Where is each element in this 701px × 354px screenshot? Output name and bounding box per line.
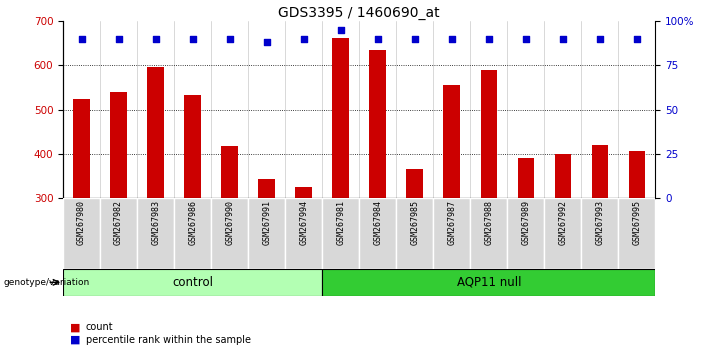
Point xyxy=(483,36,494,42)
Point xyxy=(335,27,346,33)
Bar xyxy=(63,198,100,269)
Bar xyxy=(222,146,238,198)
Point xyxy=(594,36,606,42)
Point xyxy=(632,36,643,42)
Bar xyxy=(396,198,433,269)
Point xyxy=(372,36,383,42)
Point xyxy=(150,36,161,42)
Point xyxy=(113,36,124,42)
Text: ■: ■ xyxy=(70,335,81,345)
Text: GSM267992: GSM267992 xyxy=(559,200,567,245)
Text: GSM267991: GSM267991 xyxy=(262,200,271,245)
Bar xyxy=(174,198,211,269)
Point xyxy=(557,36,569,42)
Bar xyxy=(137,198,174,269)
Text: GSM267982: GSM267982 xyxy=(114,200,123,245)
Bar xyxy=(618,198,655,269)
Bar xyxy=(480,70,497,198)
Text: control: control xyxy=(172,276,213,289)
Bar xyxy=(554,154,571,198)
Text: GSM267989: GSM267989 xyxy=(522,200,531,245)
Text: GSM267994: GSM267994 xyxy=(299,200,308,245)
Bar xyxy=(369,50,386,198)
Bar xyxy=(360,198,396,269)
Bar xyxy=(545,198,581,269)
Bar xyxy=(629,151,645,198)
Bar xyxy=(74,99,90,198)
Text: GSM267981: GSM267981 xyxy=(336,200,346,245)
Point xyxy=(187,36,198,42)
Text: GSM267984: GSM267984 xyxy=(373,200,382,245)
Text: GSM267988: GSM267988 xyxy=(484,200,494,245)
Text: AQP11 null: AQP11 null xyxy=(456,276,521,289)
Bar xyxy=(184,95,201,198)
Bar xyxy=(147,67,164,198)
Text: GSM267986: GSM267986 xyxy=(188,200,197,245)
Bar xyxy=(581,198,618,269)
Bar xyxy=(407,170,423,198)
Bar xyxy=(517,159,534,198)
Text: GSM267985: GSM267985 xyxy=(410,200,419,245)
Text: GSM267983: GSM267983 xyxy=(151,200,160,245)
Bar xyxy=(508,198,545,269)
Text: ■: ■ xyxy=(70,322,81,332)
Text: GSM267990: GSM267990 xyxy=(225,200,234,245)
Bar xyxy=(322,198,360,269)
Point xyxy=(447,36,458,42)
Title: GDS3395 / 1460690_at: GDS3395 / 1460690_at xyxy=(278,6,440,20)
Bar xyxy=(592,145,608,198)
Bar xyxy=(433,198,470,269)
Text: GSM267993: GSM267993 xyxy=(595,200,604,245)
Text: GSM267995: GSM267995 xyxy=(632,200,641,245)
Bar xyxy=(285,198,322,269)
Point xyxy=(298,36,309,42)
Bar xyxy=(259,179,275,198)
Text: GSM267987: GSM267987 xyxy=(447,200,456,245)
Bar xyxy=(444,85,460,198)
Point xyxy=(520,36,531,42)
Bar xyxy=(63,269,322,296)
Point xyxy=(76,36,87,42)
Point xyxy=(261,40,272,45)
Bar xyxy=(322,269,655,296)
Text: GSM267980: GSM267980 xyxy=(77,200,86,245)
Text: genotype/variation: genotype/variation xyxy=(4,278,90,287)
Bar xyxy=(211,198,248,269)
Text: count: count xyxy=(86,322,113,332)
Point xyxy=(224,36,236,42)
Bar xyxy=(295,187,312,198)
Bar xyxy=(248,198,285,269)
Bar xyxy=(470,198,508,269)
Bar xyxy=(110,92,127,198)
Bar xyxy=(332,38,349,198)
Bar xyxy=(100,198,137,269)
Point xyxy=(409,36,421,42)
Text: percentile rank within the sample: percentile rank within the sample xyxy=(86,335,250,345)
